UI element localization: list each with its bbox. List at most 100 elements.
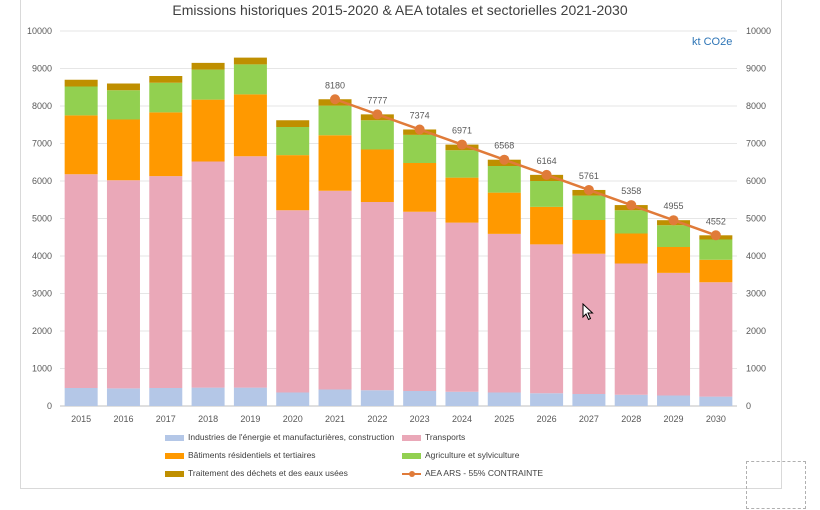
x-tick-label: 2030	[706, 414, 726, 424]
aea-point	[541, 169, 552, 180]
y-tick-label-right: 7000	[746, 139, 766, 149]
x-tick-label: 2024	[452, 414, 472, 424]
y-tick-label-right: 9000	[746, 64, 766, 74]
y-tick-label-left: 8000	[32, 101, 52, 111]
bar-segment	[106, 83, 140, 91]
aea-data-label: 6568	[494, 141, 514, 151]
bar-segment	[64, 79, 98, 87]
aea-point	[626, 200, 637, 211]
bar-segment	[233, 387, 267, 406]
x-tick-label: 2019	[240, 414, 260, 424]
legend-line-swatch	[402, 470, 421, 477]
bar-segment	[276, 127, 310, 156]
x-tick-label: 2025	[494, 414, 514, 424]
y-tick-label-right: 5000	[746, 214, 766, 224]
aea-data-label: 4955	[664, 201, 684, 211]
y-tick-label-right: 10000	[746, 26, 771, 36]
bar-segment	[276, 155, 310, 211]
x-tick-label: 2015	[71, 414, 91, 424]
bar-segment	[572, 220, 606, 254]
bar-segment	[191, 62, 225, 70]
aea-point	[583, 184, 594, 195]
chart-title: Emissions historiques 2015-2020 & AEA to…	[172, 2, 628, 18]
x-tick-label: 2022	[367, 414, 387, 424]
legend-item-batiments: Bâtiments résidentiels et tertiaires	[165, 450, 316, 460]
legend-label: AEA ARS - 55% CONTRAINTE	[425, 468, 544, 478]
legend-label: Agriculture et sylviculture	[425, 450, 520, 460]
bar-segment	[106, 119, 140, 181]
aea-point	[330, 94, 341, 105]
bar-segment	[191, 387, 225, 406]
x-tick-label: 2023	[410, 414, 430, 424]
bar-segment	[191, 99, 225, 162]
bar-segment	[530, 393, 564, 406]
y-tick-label-left: 6000	[32, 176, 52, 186]
bar-segment	[699, 282, 733, 397]
y-tick-label-right: 3000	[746, 289, 766, 299]
bar-segment	[572, 253, 606, 394]
bar-segment	[360, 390, 394, 406]
x-tick-label: 2020	[283, 414, 303, 424]
x-tick-label: 2016	[113, 414, 133, 424]
aea-data-label: 5358	[621, 186, 641, 196]
bar-segment	[614, 233, 648, 264]
y-tick-label-right: 4000	[746, 251, 766, 261]
bar-segment	[699, 239, 733, 260]
aea-point	[499, 154, 510, 165]
bar-segment	[487, 166, 521, 193]
legend-label: Industries de l'énergie et manufacturièr…	[188, 432, 395, 442]
legend-label: Transports	[425, 432, 466, 442]
bar-segment	[657, 395, 691, 406]
bar-segment	[149, 176, 183, 388]
chart-area	[20, 0, 782, 489]
aea-data-label: 6164	[537, 156, 557, 166]
legend-item-industries: Industries de l'énergie et manufacturièr…	[165, 432, 394, 442]
legend-swatch	[165, 434, 184, 441]
bar-segment	[572, 394, 606, 406]
bar-segment	[699, 259, 733, 283]
bar-segment	[403, 391, 437, 406]
bar-segment	[657, 272, 691, 396]
bar-segment	[360, 120, 394, 150]
y-tick-label-right: 1000	[746, 364, 766, 374]
legend-item-dechets: Traitement des déchets et des eaux usées	[165, 468, 348, 478]
bar-segment	[149, 388, 183, 406]
resize-handle[interactable]	[746, 461, 806, 509]
y-tick-label-right: 2000	[746, 326, 766, 336]
y-tick-label-left: 3000	[32, 289, 52, 299]
aea-data-label: 4552	[706, 216, 726, 226]
bar-segment	[64, 115, 98, 175]
bar-segment	[403, 163, 437, 212]
bar-segment	[64, 86, 98, 116]
bar-segment	[64, 388, 98, 406]
y-tick-label-left: 0	[47, 401, 52, 411]
bar-segment	[233, 94, 267, 157]
bar-segment	[445, 222, 479, 392]
aea-line	[334, 98, 717, 237]
legend-swatch	[402, 434, 421, 441]
bar-segment	[487, 392, 521, 406]
bar-segment	[233, 156, 267, 388]
bar-segment	[233, 64, 267, 95]
x-tick-label: 2017	[156, 414, 176, 424]
x-tick-label: 2018	[198, 414, 218, 424]
y-tick-label-left: 1000	[32, 364, 52, 374]
legend-item-transports: Transports	[402, 432, 465, 442]
bar-segment	[445, 177, 479, 223]
bar-segment	[191, 161, 225, 388]
y-tick-label-left: 10000	[27, 26, 52, 36]
y-tick-label-right: 0	[746, 401, 751, 411]
bar-segment	[487, 233, 521, 393]
bar-segment	[106, 388, 140, 406]
legend-swatch	[402, 452, 421, 459]
y-tick-label-left: 5000	[32, 214, 52, 224]
bar-segment	[360, 202, 394, 391]
y-tick-label-left: 2000	[32, 326, 52, 336]
y-tick-label-right: 8000	[746, 101, 766, 111]
mouse-cursor-icon	[582, 303, 594, 321]
legend-label: Bâtiments résidentiels et tertiaires	[188, 450, 316, 460]
bar-segment	[614, 394, 648, 406]
bar-segment	[360, 149, 394, 202]
legend-label: Traitement des déchets et des eaux usées	[188, 468, 348, 478]
